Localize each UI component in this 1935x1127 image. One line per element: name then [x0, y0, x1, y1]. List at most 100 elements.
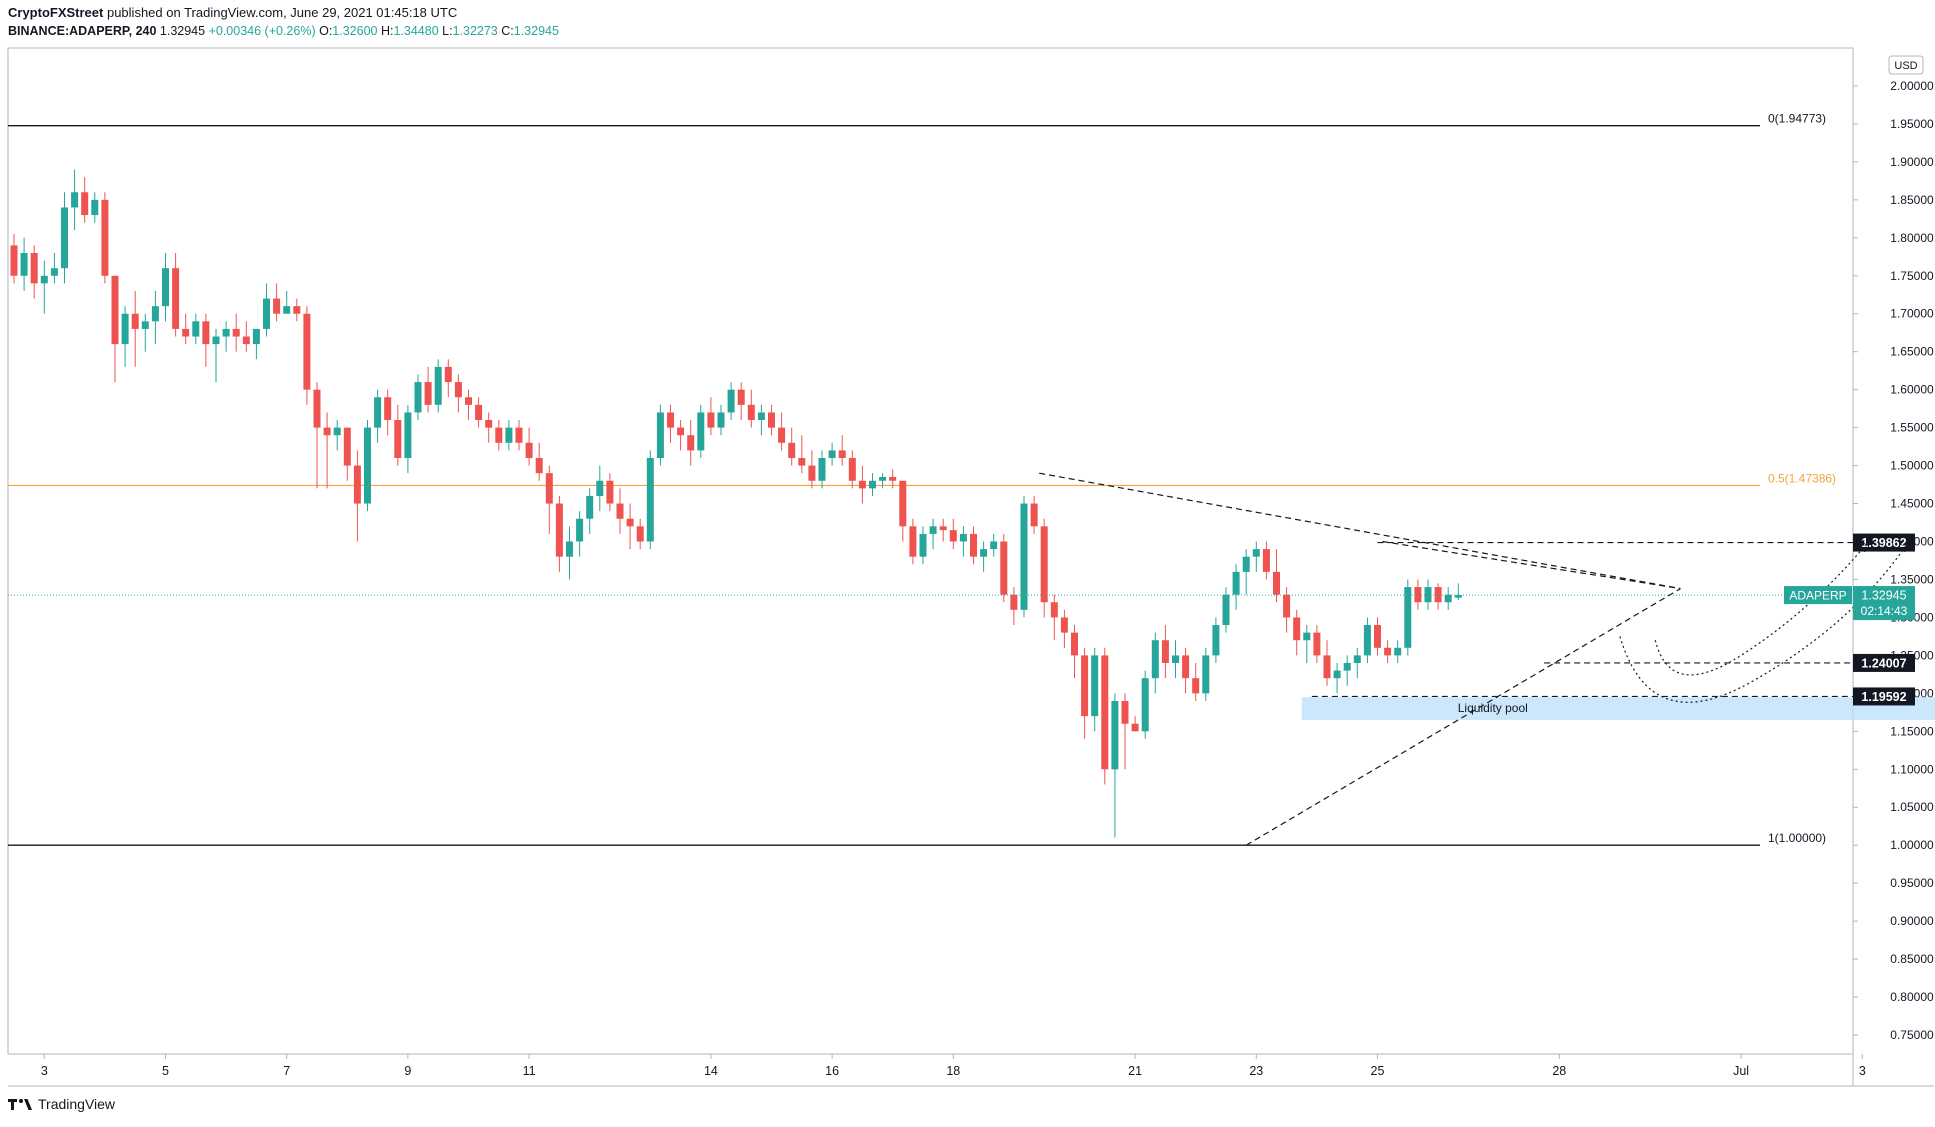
candle-body[interactable]: [545, 473, 553, 504]
candle-body[interactable]: [626, 518, 634, 527]
currency-badge[interactable]: [1888, 55, 1924, 75]
candle-body[interactable]: [1000, 541, 1008, 595]
candle-body[interactable]: [747, 404, 755, 421]
candle-body[interactable]: [1030, 503, 1038, 527]
candle-body[interactable]: [424, 382, 432, 405]
candle-body[interactable]: [414, 382, 422, 413]
candle-body[interactable]: [616, 503, 624, 519]
candle-body[interactable]: [1303, 632, 1311, 641]
candle-body[interactable]: [384, 397, 392, 421]
candle-body[interactable]: [182, 328, 190, 337]
candle-body[interactable]: [1313, 632, 1321, 656]
candle-body[interactable]: [929, 526, 937, 534]
candle-body[interactable]: [323, 427, 331, 436]
candle-body[interactable]: [394, 420, 402, 458]
candle-body[interactable]: [333, 427, 341, 436]
candle-body[interactable]: [1010, 594, 1018, 610]
candle-body[interactable]: [10, 245, 18, 276]
candle-body[interactable]: [1394, 647, 1402, 656]
candle-body[interactable]: [818, 457, 826, 481]
candle-body[interactable]: [313, 389, 321, 428]
candle-body[interactable]: [1111, 700, 1119, 770]
candle-body[interactable]: [404, 412, 412, 458]
candle-body[interactable]: [1323, 655, 1331, 679]
candle-body[interactable]: [1161, 640, 1169, 663]
candle-body[interactable]: [1091, 655, 1099, 717]
candle-body[interactable]: [1353, 655, 1361, 663]
candle-body[interactable]: [141, 321, 149, 329]
triangle-trendline[interactable]: [1245, 588, 1681, 846]
candle-body[interactable]: [50, 268, 58, 276]
candle-body[interactable]: [101, 199, 109, 276]
candle-body[interactable]: [1202, 655, 1210, 694]
candle-body[interactable]: [40, 275, 48, 284]
candle-body[interactable]: [1242, 556, 1250, 572]
candle-body[interactable]: [1101, 655, 1109, 770]
candle-body[interactable]: [151, 306, 159, 322]
candle-body[interactable]: [1252, 549, 1260, 557]
candle-body[interactable]: [111, 275, 119, 345]
candle-body[interactable]: [475, 404, 483, 421]
candle-body[interactable]: [778, 427, 786, 443]
candle-body[interactable]: [1273, 571, 1280, 595]
candle-body[interactable]: [939, 526, 947, 531]
candle-body[interactable]: [727, 389, 735, 413]
candle-body[interactable]: [1141, 678, 1149, 732]
candle-body[interactable]: [757, 412, 765, 421]
candle-body[interactable]: [515, 427, 523, 443]
candle-body[interactable]: [444, 366, 452, 383]
candle-body[interactable]: [980, 549, 988, 557]
candle-body[interactable]: [970, 533, 977, 557]
candle-body[interactable]: [636, 526, 644, 542]
candle-body[interactable]: [1212, 625, 1220, 656]
projected-path-lower[interactable]: [1619, 542, 1909, 703]
candle-body[interactable]: [454, 382, 462, 398]
candle-body[interactable]: [798, 457, 806, 466]
candle-body[interactable]: [869, 480, 876, 489]
candle-body[interactable]: [1283, 594, 1291, 618]
candle-body[interactable]: [848, 457, 856, 481]
candle-body[interactable]: [232, 328, 240, 337]
candle-body[interactable]: [263, 298, 270, 329]
candle-body[interactable]: [61, 207, 68, 269]
candle-body[interactable]: [162, 268, 169, 307]
candle-body[interactable]: [303, 313, 311, 390]
triangle-trendline[interactable]: [1039, 472, 1681, 590]
candle-body[interactable]: [505, 427, 513, 443]
candle-body[interactable]: [697, 412, 705, 451]
candle-body[interactable]: [596, 480, 604, 496]
candle-body[interactable]: [909, 526, 917, 557]
candle-body[interactable]: [364, 427, 371, 504]
candle-body[interactable]: [828, 450, 836, 458]
candle-body[interactable]: [1121, 700, 1129, 724]
projected-path-upper[interactable]: [1654, 542, 1868, 676]
candle-body[interactable]: [737, 389, 745, 405]
candle-body[interactable]: [1454, 595, 1462, 598]
candle-body[interactable]: [555, 503, 563, 557]
candle-body[interactable]: [30, 252, 38, 284]
candle-body[interactable]: [273, 298, 281, 314]
candle-body[interactable]: [1131, 723, 1139, 732]
candle-body[interactable]: [1151, 640, 1159, 679]
candle-body[interactable]: [667, 412, 674, 428]
candle-body[interactable]: [1384, 647, 1392, 656]
candle-body[interactable]: [1192, 678, 1200, 694]
candle-body[interactable]: [959, 533, 967, 542]
candle-body[interactable]: [576, 518, 584, 542]
candle-body[interactable]: [283, 306, 291, 314]
candle-body[interactable]: [1182, 655, 1190, 679]
candle-body[interactable]: [172, 268, 180, 329]
candle-body[interactable]: [606, 480, 614, 504]
candle-body[interactable]: [1050, 602, 1058, 618]
candle-body[interactable]: [808, 465, 816, 481]
candle-body[interactable]: [1172, 655, 1179, 663]
triangle-trendline[interactable]: [1382, 540, 1681, 590]
candle-body[interactable]: [71, 192, 79, 208]
candle-body[interactable]: [858, 480, 866, 489]
candle-body[interactable]: [495, 427, 503, 443]
candle-body[interactable]: [1232, 571, 1240, 595]
candle-body[interactable]: [990, 541, 998, 550]
candle-body[interactable]: [879, 476, 887, 481]
candle-body[interactable]: [212, 336, 220, 345]
